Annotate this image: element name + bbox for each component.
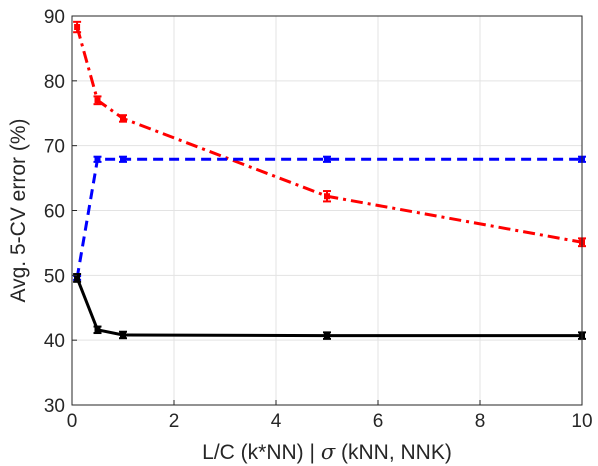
- data-point: [324, 156, 330, 163]
- x-tick-label: 4: [271, 411, 282, 432]
- data-point: [94, 156, 101, 163]
- x-tick-label: 8: [475, 411, 486, 432]
- x-tick-label: 0: [67, 411, 78, 432]
- data-point: [324, 332, 330, 339]
- series-line: [75, 157, 582, 279]
- series-2: [73, 155, 586, 281]
- series-layer: [73, 20, 586, 340]
- x-tick-label: 6: [373, 411, 384, 432]
- data-point: [120, 156, 126, 163]
- y-tick-label: 40: [44, 331, 65, 352]
- series-line: [75, 277, 582, 338]
- y-tick-label: 30: [44, 396, 65, 417]
- data-point: [120, 115, 126, 122]
- series-line: [75, 26, 583, 244]
- y-tick-label: 60: [44, 202, 65, 223]
- x-axis-label-sigma: σ: [321, 440, 336, 464]
- y-tick-label: 70: [44, 137, 65, 158]
- ticks: 0 2 4 6 8 10 30 40 50 60 70 80 90: [44, 7, 593, 432]
- data-point: [74, 274, 81, 281]
- data-point: [120, 331, 126, 338]
- y-tick-label: 90: [44, 7, 65, 28]
- series-1: [73, 20, 586, 248]
- data-point: [94, 97, 101, 104]
- x-axis-label-part-2: (kNN, NNK): [335, 441, 452, 464]
- x-tick-label: 2: [169, 411, 180, 432]
- y-tick-label: 50: [44, 266, 65, 287]
- y-axis-label: Avg. 5-CV error (%): [7, 119, 30, 303]
- data-point: [94, 326, 101, 333]
- data-point: [74, 24, 81, 31]
- data-point: [324, 193, 330, 200]
- x-axis-label: L/C (k*NN) | σ (kNN, NNK): [202, 440, 452, 464]
- x-tick-label: 10: [571, 411, 592, 432]
- grid: [71, 15, 583, 406]
- series-3: [73, 273, 586, 340]
- x-axis-label-part-1: L/C (k*NN) |: [202, 441, 321, 464]
- y-tick-label: 80: [44, 72, 65, 93]
